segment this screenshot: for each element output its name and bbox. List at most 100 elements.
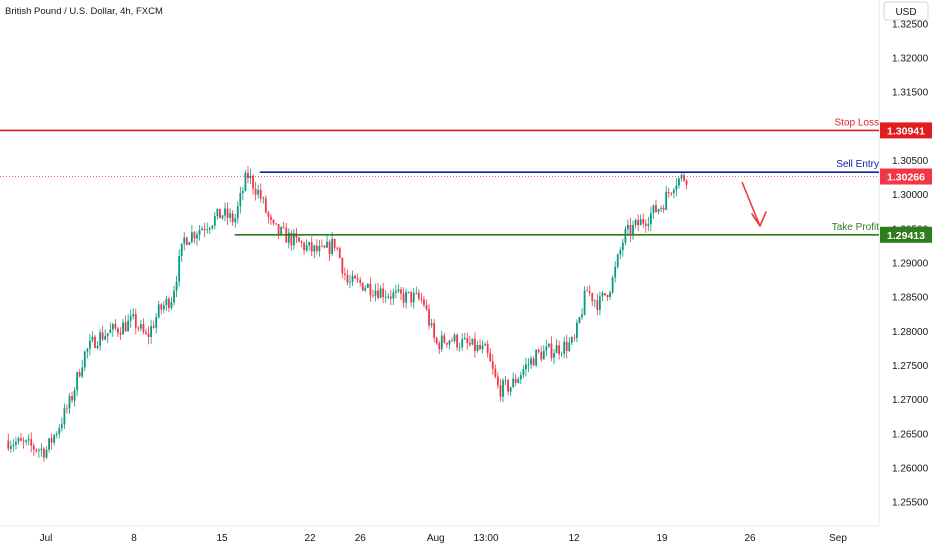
candle-body [73, 390, 76, 401]
candle-body [349, 281, 351, 283]
candle-body [216, 208, 219, 217]
candle-body [81, 367, 84, 377]
candle-body [303, 242, 305, 251]
candle-body [313, 245, 316, 252]
candle-body [150, 326, 152, 337]
last-price-badge-text: 1.30266 [887, 172, 925, 184]
candle-body [137, 327, 140, 329]
candle-body [611, 277, 614, 293]
candle-body [91, 336, 94, 341]
candle-body [68, 396, 71, 409]
candle-body [226, 208, 229, 218]
candle-body [94, 336, 96, 348]
candle-body [35, 449, 38, 451]
candle-body [244, 172, 247, 191]
candle-body [109, 329, 112, 334]
y-tick-label: 1.31500 [892, 88, 929, 99]
candle-body [621, 242, 624, 251]
candle-body [168, 298, 170, 308]
candle-body [106, 333, 109, 337]
price-axis[interactable]: 1.325001.320001.315001.310001.305001.300… [892, 19, 929, 508]
candle-body [15, 441, 17, 445]
candle-body [438, 343, 441, 350]
candle-body [96, 345, 99, 348]
candle-body [486, 344, 489, 353]
candle-body [219, 208, 221, 219]
candle-body [678, 178, 680, 186]
candle-body [672, 189, 675, 194]
candle-body [379, 288, 382, 298]
candle-body [147, 333, 150, 337]
candle-body [647, 224, 650, 226]
candle-body [565, 341, 568, 351]
candle-body [504, 380, 507, 382]
candle-body [675, 185, 678, 190]
candle-body [213, 216, 216, 226]
candle-body [400, 289, 402, 294]
candle-body [535, 349, 538, 366]
candle-body [282, 227, 285, 228]
candle-body [415, 292, 418, 294]
candle-body [203, 228, 206, 230]
candle-body [374, 290, 377, 296]
candle-body [392, 292, 395, 299]
candle-body [468, 342, 471, 345]
candle-body [637, 219, 640, 226]
candle-body [272, 219, 275, 224]
candle-body [428, 309, 430, 326]
candle-body [632, 225, 634, 235]
candle-body [481, 345, 484, 350]
candle-body [267, 212, 270, 217]
candle-body [581, 314, 583, 318]
candle-body [236, 206, 239, 219]
time-axis[interactable]: Jul 8 15 22 26 Aug 13:00 12 19 26 Sep [40, 533, 848, 544]
candle-body [384, 296, 387, 298]
candle-body [649, 213, 652, 225]
candle-body [86, 348, 89, 352]
candle-body [576, 322, 578, 339]
currency-selector-box[interactable] [883, 1, 929, 21]
candle-body [606, 295, 609, 298]
candle-body [377, 290, 379, 298]
candle-body [456, 334, 458, 348]
currency-label[interactable]: USD [895, 7, 916, 18]
candle-body [639, 219, 642, 226]
candle-body [183, 237, 186, 244]
candle-body [315, 245, 318, 252]
candle-body [12, 444, 15, 447]
candle-body [405, 291, 407, 303]
candle-body [22, 440, 25, 442]
candle-body [514, 378, 517, 383]
x-tick-label: 13:00 [473, 533, 498, 544]
y-tick-label: 1.28500 [892, 293, 929, 304]
x-tick-label: 22 [304, 533, 316, 544]
candle-body [43, 448, 45, 458]
candle-body [670, 193, 673, 194]
x-tick-label: Sep [829, 533, 847, 544]
candle-body [157, 304, 160, 318]
candle-body [420, 298, 423, 300]
candle-body [188, 242, 191, 246]
currency-selector[interactable]: USD [883, 1, 929, 21]
candle-body [502, 380, 504, 397]
candle-body [578, 317, 581, 323]
candle-body [458, 347, 461, 348]
candle-body [129, 316, 132, 321]
candle-body [45, 449, 48, 458]
candle-body [333, 238, 336, 248]
y-tick-label: 1.30000 [892, 190, 929, 201]
candle-body [234, 218, 237, 223]
candle-body [410, 291, 413, 303]
candle-body [509, 387, 512, 392]
candle-body [591, 293, 594, 302]
candle-body [568, 342, 571, 351]
candle-body [407, 291, 410, 293]
candle-body [76, 372, 79, 391]
candle-body [593, 300, 596, 302]
candle-body [165, 298, 168, 306]
candle-body [239, 193, 242, 207]
candle-body [162, 305, 165, 310]
candle-body [445, 342, 448, 345]
